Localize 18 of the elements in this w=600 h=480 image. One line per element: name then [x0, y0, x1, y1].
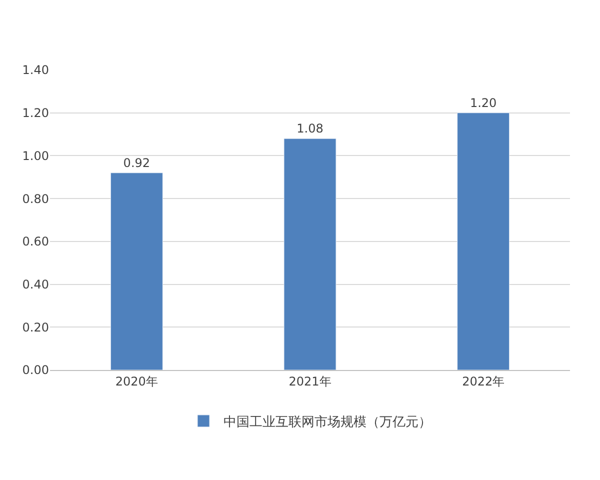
text: 0.92	[123, 156, 150, 170]
legend-label: 中国工业互联网市场规模（万亿元）	[224, 415, 432, 430]
bar	[284, 138, 336, 370]
y-tick-label: 0.00	[22, 363, 49, 378]
y-tick-label: 0.20	[22, 320, 49, 334]
y-tick-label: 0.40	[22, 277, 49, 292]
y-tick-label: 1.40	[22, 63, 49, 78]
bar	[110, 172, 163, 370]
x-tick-label: 2020年	[115, 374, 158, 388]
y-tick-label: 0.60	[22, 234, 49, 249]
y-tick-label: 1.20	[22, 106, 49, 120]
text: 1.20	[470, 96, 497, 110]
x-tick-label: 2022年	[462, 374, 505, 388]
x-tick-label: 2021年	[288, 374, 332, 388]
text: 1.08	[296, 122, 324, 136]
y-tick-label: 1.00	[22, 148, 49, 163]
bar	[457, 112, 510, 370]
y-tick-label: 0.80	[22, 192, 49, 206]
